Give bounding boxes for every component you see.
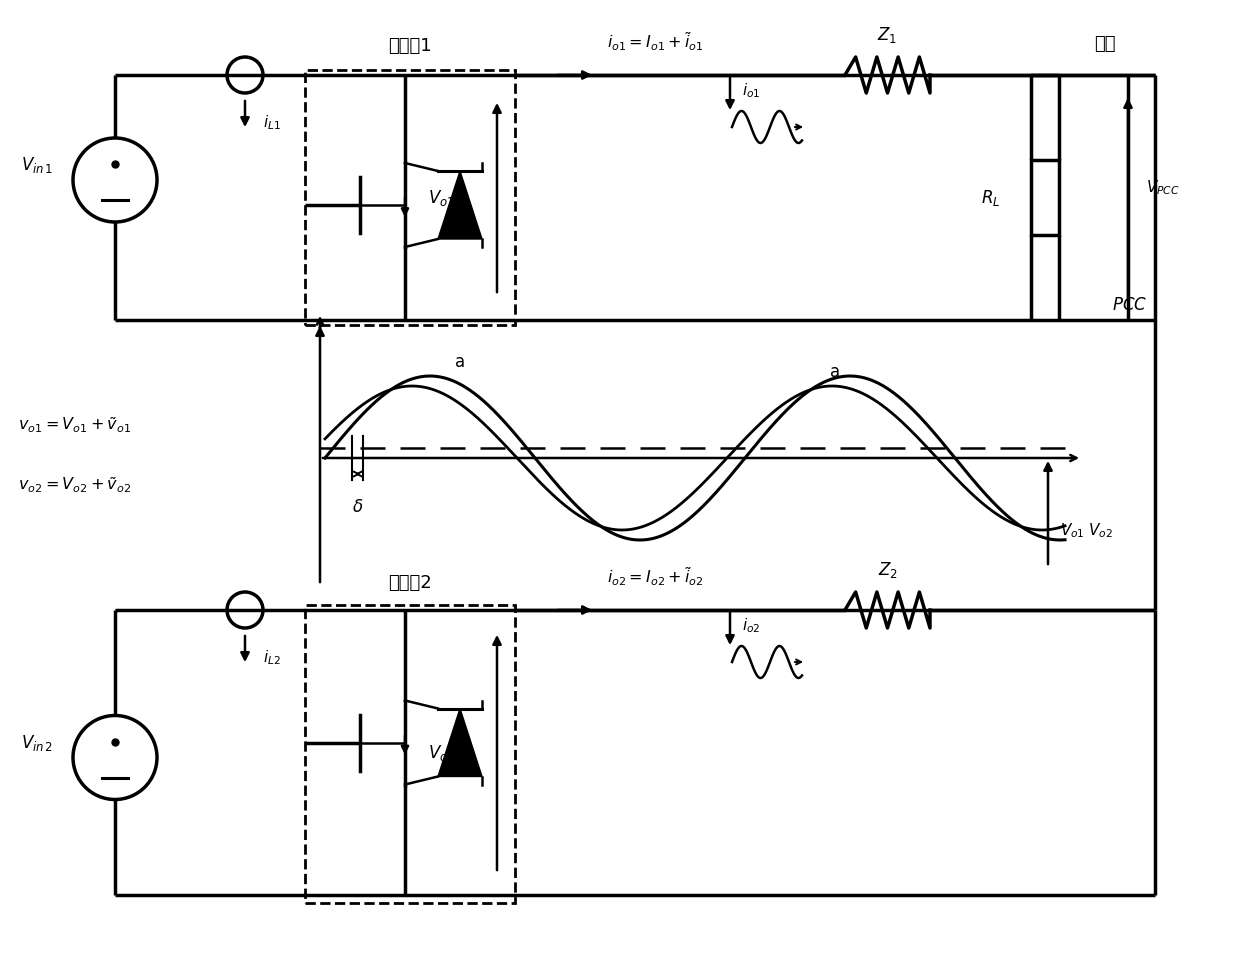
Text: $i_{o2}=I_{o2}+\tilde{i}_{o2}$: $i_{o2}=I_{o2}+\tilde{i}_{o2}$: [606, 565, 703, 588]
Bar: [1030, 160, 1059, 235]
Text: $V_{o2}$: $V_{o2}$: [428, 743, 455, 762]
Text: $Z_2$: $Z_2$: [878, 560, 898, 580]
Polygon shape: [438, 709, 482, 776]
Text: 负载: 负载: [1094, 35, 1116, 53]
Text: $v_{o1}=V_{o1}+\tilde{v}_{o1}$: $v_{o1}=V_{o1}+\tilde{v}_{o1}$: [19, 416, 131, 435]
Bar: [305, 70, 515, 325]
Text: $Z_1$: $Z_1$: [878, 25, 898, 45]
Text: $v_{o2}=V_{o2}+\tilde{v}_{o2}$: $v_{o2}=V_{o2}+\tilde{v}_{o2}$: [19, 475, 131, 495]
Polygon shape: [438, 171, 482, 239]
Text: a: a: [455, 353, 465, 371]
Text: $R_L$: $R_L$: [981, 187, 999, 208]
Text: $PCC$: $PCC$: [1112, 296, 1147, 314]
Text: $i_{L2}$: $i_{L2}$: [263, 648, 280, 666]
Text: $\delta$: $\delta$: [352, 498, 363, 516]
Text: $V_{PCC}$: $V_{PCC}$: [1146, 178, 1179, 197]
Text: 变流器1: 变流器1: [388, 37, 432, 55]
Text: $i_{L1}$: $i_{L1}$: [263, 113, 281, 131]
Text: $V_{in\,1}$: $V_{in\,1}$: [21, 155, 53, 175]
Bar: [305, 605, 515, 903]
Text: $V_{o1}$: $V_{o1}$: [428, 187, 455, 208]
Text: $i_{o1}$: $i_{o1}$: [742, 81, 760, 100]
Text: a: a: [830, 363, 839, 381]
Text: $i_{o2}$: $i_{o2}$: [742, 616, 760, 635]
Text: 变换器2: 变换器2: [388, 574, 432, 592]
Text: $i_{o1}=I_{o1}+\tilde{i}_{o1}$: $i_{o1}=I_{o1}+\tilde{i}_{o1}$: [606, 30, 703, 53]
Text: $V_{in\,2}$: $V_{in\,2}$: [21, 732, 53, 753]
Text: $V_{o1}\;V_{o2}$: $V_{o1}\;V_{o2}$: [1060, 521, 1114, 540]
